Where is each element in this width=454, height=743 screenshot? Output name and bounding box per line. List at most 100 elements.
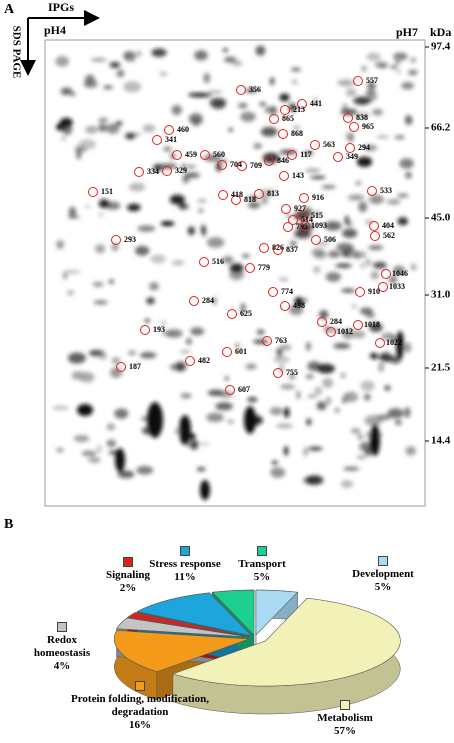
gel-spot xyxy=(92,281,104,287)
gel-spot xyxy=(294,228,312,239)
category-name: Development xyxy=(352,568,414,580)
gel-spot xyxy=(269,105,277,116)
gel-spot xyxy=(262,152,280,164)
gel-spot xyxy=(396,331,404,359)
gel-spot xyxy=(314,210,321,217)
spot-circle xyxy=(345,143,355,153)
spot-circle xyxy=(280,301,290,311)
gel-spot xyxy=(372,261,387,269)
gel-spot xyxy=(159,71,168,77)
gel-spot xyxy=(189,433,196,441)
gel-spot xyxy=(186,338,192,345)
gel-spot xyxy=(76,149,81,160)
gel-spot xyxy=(316,401,327,411)
gel-spot xyxy=(67,215,81,219)
spot-circle xyxy=(300,221,310,231)
gel-spot xyxy=(98,352,107,360)
gel-spot xyxy=(303,297,308,303)
gel-spot xyxy=(334,407,340,413)
spot-circle xyxy=(268,287,278,297)
gel-spot xyxy=(397,217,409,226)
gel-spot xyxy=(294,297,305,307)
spot-circle xyxy=(355,287,365,297)
gel-spot xyxy=(203,72,211,84)
legend-swatch xyxy=(135,681,145,691)
spot-circle xyxy=(218,190,228,200)
gel-spot xyxy=(370,424,380,456)
spot-circle xyxy=(185,356,195,366)
panel-label: A xyxy=(4,2,15,17)
gel-spot xyxy=(356,156,373,167)
category-label: Development 5% xyxy=(338,568,428,594)
gel-spot xyxy=(404,342,412,353)
category-label: Signaling 2% xyxy=(93,569,163,595)
gel-spot xyxy=(376,135,389,139)
gel-spot xyxy=(61,137,67,141)
spot-circle xyxy=(310,140,320,150)
gel-spot xyxy=(60,87,73,96)
gel-spot xyxy=(125,132,136,140)
spot-circle xyxy=(140,325,150,335)
spot-label: 151 xyxy=(101,187,113,196)
gel-spot xyxy=(127,350,137,356)
spot-label: 498 xyxy=(293,301,305,310)
gel-spot xyxy=(201,226,206,237)
spot-circle xyxy=(111,235,121,245)
gel-spot xyxy=(126,203,141,212)
gel-spot xyxy=(318,310,329,320)
gel-spot xyxy=(194,50,208,61)
gel-spot xyxy=(283,445,289,456)
pie-slice xyxy=(211,589,255,636)
ph-left: pH4 xyxy=(44,23,66,37)
gel-spot xyxy=(399,158,414,169)
spot-label: 349 xyxy=(346,152,358,161)
gel-spot xyxy=(240,302,246,314)
pie-slice xyxy=(136,592,253,637)
mw-label: 66.2 xyxy=(431,122,451,134)
gel-spot xyxy=(67,352,86,364)
gel-spot xyxy=(340,480,354,488)
gel-spot xyxy=(163,146,172,152)
gel-spot xyxy=(206,90,223,94)
gel-spot xyxy=(73,434,90,443)
spot-label: 709 xyxy=(250,161,262,170)
gel-spot xyxy=(356,455,367,460)
gel-spot xyxy=(336,242,354,252)
gel-spot xyxy=(190,440,199,450)
gel-spot xyxy=(171,260,185,266)
gel-spot xyxy=(253,339,269,345)
spot-label: 506 xyxy=(324,235,336,244)
gel-spot xyxy=(206,236,225,248)
gel-spot xyxy=(369,322,383,333)
value-label: 11% xyxy=(174,571,196,583)
spot-label: 329 xyxy=(175,166,187,175)
gel-spot xyxy=(279,364,284,374)
gel-spot xyxy=(312,96,319,107)
gel-spot xyxy=(360,262,365,269)
gel-spot xyxy=(215,402,234,411)
spot-circle xyxy=(273,245,283,255)
gel-spot xyxy=(273,355,290,364)
gel-spot xyxy=(347,194,365,201)
spot-label: 284 xyxy=(330,317,342,326)
pie-slice xyxy=(126,612,250,637)
spot-label: 459 xyxy=(185,150,197,159)
gel-spot xyxy=(335,263,352,268)
spot-circle xyxy=(164,125,174,135)
spot-label: 1033 xyxy=(389,282,405,291)
spot-circle xyxy=(237,161,247,171)
spot-label: 1012 xyxy=(337,327,353,336)
gel-spot xyxy=(392,265,406,275)
gel-spot xyxy=(342,328,355,340)
spot-label: 515 xyxy=(311,211,323,220)
gel-spot xyxy=(289,304,304,316)
gel-spot xyxy=(66,290,75,296)
spot-label: 868 xyxy=(291,129,303,138)
gel-spot xyxy=(307,394,318,398)
gel-spot xyxy=(209,97,227,108)
spot-label: 1018 xyxy=(364,320,380,329)
spot-circle xyxy=(288,215,298,225)
gel-spot xyxy=(314,386,323,395)
mw-label: 31.0 xyxy=(431,289,451,301)
gel-spot xyxy=(95,244,106,254)
